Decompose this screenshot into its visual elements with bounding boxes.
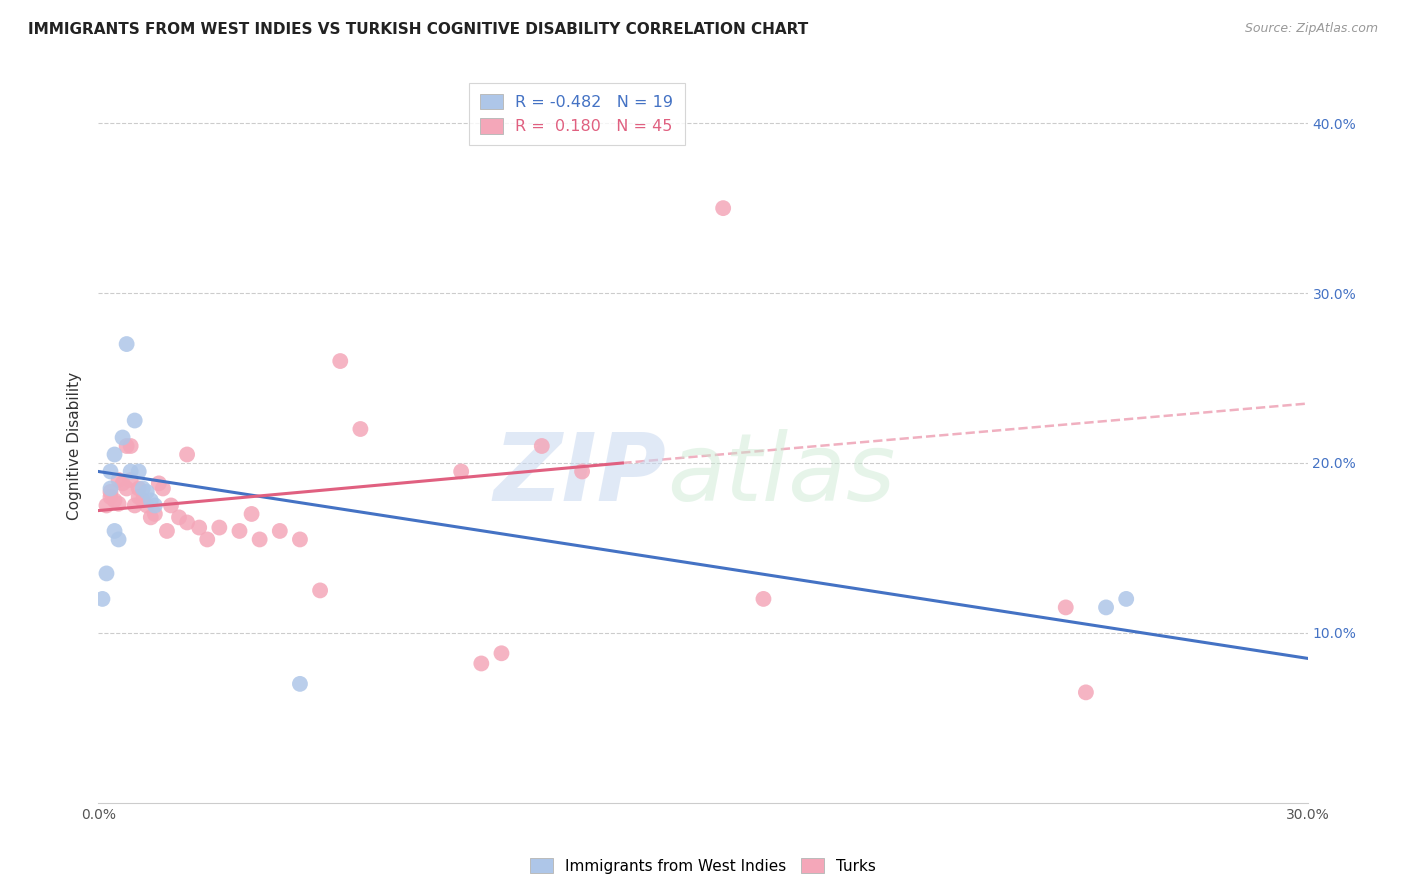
Legend: R = -0.482   N = 19, R =  0.180   N = 45: R = -0.482 N = 19, R = 0.180 N = 45 — [470, 83, 685, 145]
Point — [1074, 685, 1097, 699]
Point — [135, 499, 157, 513]
Point — [107, 473, 129, 487]
Point — [139, 510, 162, 524]
Point — [269, 524, 291, 538]
Point — [152, 482, 174, 496]
Point — [120, 465, 142, 479]
Point — [103, 493, 125, 508]
Point — [530, 439, 553, 453]
Y-axis label: Cognitive Disability: Cognitive Disability — [67, 372, 83, 520]
Point — [195, 533, 218, 547]
Point — [1115, 591, 1137, 606]
Point — [124, 413, 146, 427]
Point — [107, 533, 129, 547]
Point — [91, 591, 114, 606]
Point — [96, 499, 118, 513]
Point — [249, 533, 271, 547]
Point — [143, 499, 166, 513]
Point — [160, 499, 183, 513]
Point — [107, 497, 129, 511]
Point — [349, 422, 371, 436]
Point — [288, 533, 311, 547]
Point — [143, 507, 166, 521]
Point — [156, 524, 179, 538]
Point — [288, 677, 311, 691]
Point — [132, 482, 155, 496]
Legend: Immigrants from West Indies, Turks: Immigrants from West Indies, Turks — [523, 852, 883, 880]
Point — [491, 646, 513, 660]
Point — [132, 493, 155, 508]
Point — [128, 490, 150, 504]
Point — [100, 465, 122, 479]
Point — [100, 490, 122, 504]
Point — [115, 337, 138, 351]
Point — [1095, 600, 1118, 615]
Point — [188, 520, 211, 534]
Point — [470, 657, 492, 671]
Point — [120, 439, 142, 453]
Point — [167, 510, 190, 524]
Text: ZIP: ZIP — [494, 428, 666, 521]
Point — [176, 448, 198, 462]
Point — [103, 524, 125, 538]
Point — [176, 516, 198, 530]
Text: atlas: atlas — [666, 429, 896, 520]
Point — [120, 473, 142, 487]
Point — [752, 591, 775, 606]
Point — [240, 507, 263, 521]
Point — [111, 476, 134, 491]
Point — [100, 482, 122, 496]
Point — [148, 476, 170, 491]
Point — [115, 482, 138, 496]
Point — [128, 465, 150, 479]
Point — [208, 520, 231, 534]
Point — [135, 484, 157, 499]
Point — [571, 465, 593, 479]
Point — [111, 430, 134, 444]
Point — [711, 201, 734, 215]
Point — [1054, 600, 1077, 615]
Point — [96, 566, 118, 581]
Point — [329, 354, 352, 368]
Point — [115, 439, 138, 453]
Point — [124, 499, 146, 513]
Text: Source: ZipAtlas.com: Source: ZipAtlas.com — [1244, 22, 1378, 36]
Point — [228, 524, 250, 538]
Point — [139, 493, 162, 508]
Text: IMMIGRANTS FROM WEST INDIES VS TURKISH COGNITIVE DISABILITY CORRELATION CHART: IMMIGRANTS FROM WEST INDIES VS TURKISH C… — [28, 22, 808, 37]
Point — [100, 484, 122, 499]
Point — [103, 448, 125, 462]
Point — [309, 583, 332, 598]
Point — [450, 465, 472, 479]
Point — [128, 482, 150, 496]
